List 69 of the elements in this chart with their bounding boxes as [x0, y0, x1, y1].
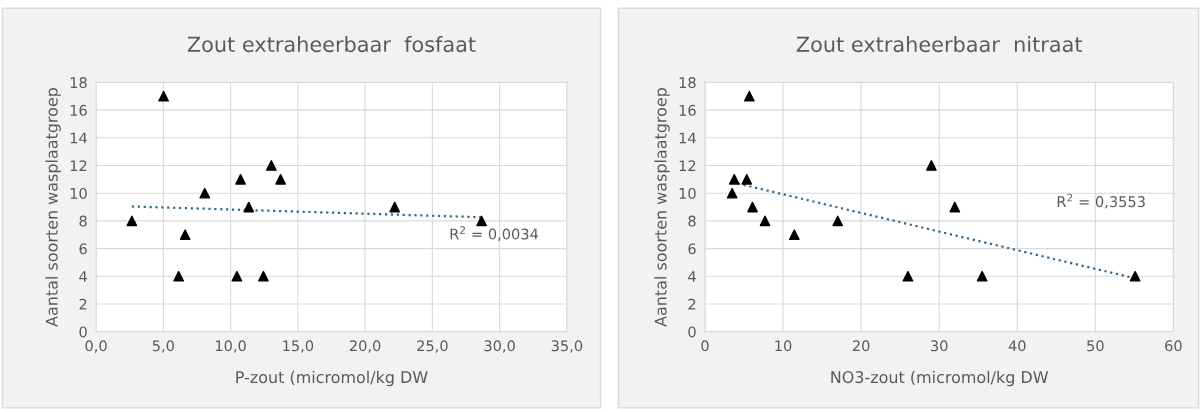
- y-tick-label: 0: [79, 326, 87, 338]
- y-tick-label: 16: [679, 104, 696, 116]
- chart-title: Zout extraheerbaar fosfaat: [187, 36, 476, 53]
- x-tick-label: 10: [775, 340, 792, 352]
- point: [173, 270, 185, 282]
- point: [199, 187, 211, 199]
- x-tick-label: 25,0: [417, 340, 448, 353]
- y-tick-label: 14: [70, 132, 87, 144]
- point: [741, 173, 753, 185]
- chart-title: Zout extraheerbaar nitraat: [796, 36, 1083, 53]
- point: [179, 229, 191, 241]
- point: [832, 215, 844, 227]
- point: [265, 160, 277, 171]
- y-tick-label: 14: [679, 132, 696, 144]
- y-tick-label: 18: [70, 77, 87, 89]
- x-tick-label: 35,0: [551, 340, 583, 353]
- point: [258, 270, 269, 282]
- point: [126, 215, 138, 227]
- y-tick-label: 10: [679, 187, 696, 199]
- x-tick-label: 5,0: [152, 340, 174, 353]
- x-tick-label: 30: [931, 340, 948, 352]
- point: [902, 270, 914, 282]
- y-tick-label: 16: [70, 104, 87, 116]
- point: [926, 160, 937, 171]
- y-tick-label: 6: [688, 243, 696, 255]
- point: [476, 215, 487, 227]
- point: [243, 201, 255, 213]
- x-tick-label: 60: [1165, 340, 1182, 352]
- point: [728, 173, 740, 185]
- y-tick-label: 12: [70, 160, 87, 172]
- point: [235, 173, 246, 185]
- x-tick-label: 30,0: [484, 340, 515, 353]
- point: [231, 270, 243, 282]
- x-tick-label: 40: [1008, 340, 1026, 352]
- y-tick-label: 2: [688, 298, 696, 310]
- y-tick-label: 10: [70, 187, 87, 199]
- point: [743, 90, 755, 102]
- x-tick-label: 15,0: [283, 340, 314, 353]
- point: [1129, 270, 1141, 282]
- x-axis-title: P-zout (micromol/kg DW: [236, 370, 428, 387]
- point: [976, 270, 988, 282]
- y-tick-label: 18: [679, 77, 696, 89]
- point: [158, 90, 169, 102]
- x-tick-label: 50: [1087, 340, 1104, 352]
- y-tick-label: 6: [79, 243, 87, 255]
- point: [788, 229, 800, 241]
- y-tick-label: 4: [79, 271, 87, 282]
- y-tick-label: 2: [79, 298, 87, 310]
- y-axis-title: Aantal soorten wasplaatgroep: [45, 88, 61, 327]
- point: [759, 215, 771, 227]
- x-tick-label: 10,0: [215, 340, 246, 353]
- x-tick-label: 20: [852, 340, 870, 352]
- x-tick-label: 0: [701, 340, 709, 352]
- y-tick-label: 12: [679, 160, 696, 172]
- point: [389, 201, 401, 213]
- point: [747, 201, 758, 213]
- point: [275, 173, 286, 185]
- y-axis-title: Aantal soorten wasplaatgroep: [654, 88, 670, 327]
- y-tick-label: 8: [79, 215, 87, 227]
- annotation: R$^{2}$ = 0,0034: [450, 226, 539, 242]
- y-tick-label: 0: [688, 326, 696, 338]
- y-tick-label: 4: [688, 271, 696, 282]
- x-tick-label: 20,0: [349, 340, 381, 353]
- annotation: R$^{2}$ = 0,3553: [1057, 193, 1145, 209]
- point: [949, 201, 961, 213]
- point: [726, 187, 738, 199]
- x-axis-title: NO3-zout (micromol/kg DW: [831, 370, 1049, 387]
- x-tick-label: 0,0: [85, 340, 107, 353]
- y-tick-label: 8: [688, 215, 696, 227]
